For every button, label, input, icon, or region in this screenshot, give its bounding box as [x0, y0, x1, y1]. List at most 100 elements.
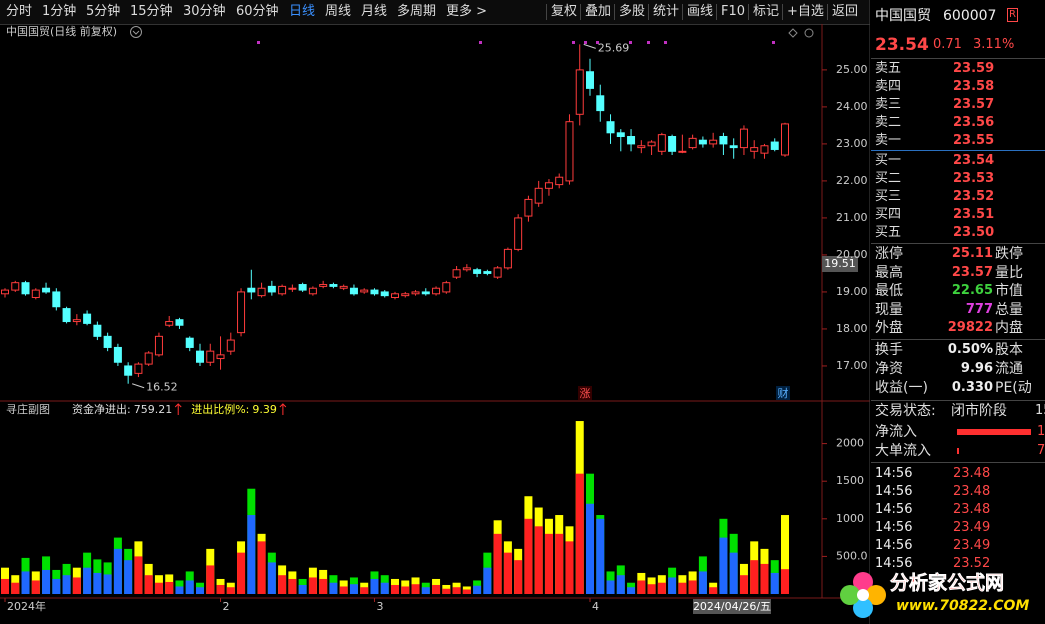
candle-body: [298, 284, 307, 291]
flow-bar: [11, 582, 20, 594]
flow-bar: [524, 518, 533, 594]
candle-body: [565, 121, 574, 182]
flow-bar: [750, 560, 759, 594]
tool-button[interactable]: 画线: [687, 4, 714, 19]
stat-label: PE(动: [995, 380, 1032, 396]
candle-body: [237, 291, 246, 334]
stat-label: 量比: [995, 264, 1023, 281]
change-percent: 3.11%: [973, 37, 1015, 52]
candle-body: [391, 293, 399, 298]
indicator-label: 进出比例%:: [191, 402, 249, 416]
period-tab[interactable]: 1分钟: [42, 4, 77, 19]
chart-title: 中国国贸(日线 前复权): [6, 24, 117, 38]
flow-bar: [83, 567, 92, 594]
tool-button[interactable]: 叠加: [585, 4, 612, 19]
period-tab[interactable]: 60分钟: [236, 4, 279, 19]
flow-bar: [432, 584, 441, 594]
candle-body: [380, 291, 389, 297]
change: 0.71: [933, 37, 962, 52]
candle-body: [493, 267, 502, 278]
book-label: 卖一: [875, 133, 902, 148]
annotation-arrow: [131, 383, 145, 389]
book-price: 23.55: [953, 133, 995, 148]
flow-bar: [616, 575, 625, 594]
candle-body: [503, 248, 512, 269]
candle-body: [760, 145, 769, 154]
tick-time: 14:56: [875, 556, 913, 571]
flow-bar: [729, 552, 738, 594]
separator: [871, 150, 1045, 151]
flow-bar: [586, 503, 594, 594]
watermark-name: 分析家公式网: [890, 572, 1005, 595]
period-tab[interactable]: 分时: [6, 4, 33, 19]
event-badge: [776, 386, 790, 400]
separator: [748, 4, 749, 20]
candle-body: [247, 287, 256, 293]
flow-bar: [770, 572, 779, 594]
period-tab[interactable]: 更多 >: [446, 4, 488, 19]
book-label: 买一: [875, 153, 902, 168]
flow-bar: [103, 574, 112, 594]
stat-label: 最低: [875, 283, 903, 300]
tool-button[interactable]: F10: [721, 4, 746, 19]
candle-body: [781, 123, 789, 156]
book-price: 23.53: [953, 171, 995, 186]
tool-button[interactable]: 统计: [653, 4, 680, 19]
separator: [614, 4, 615, 20]
tool-button[interactable]: 标记: [753, 4, 780, 19]
candle-body: [555, 176, 564, 186]
flow-bar: [93, 572, 102, 594]
candle-body: [288, 287, 297, 290]
period-tab[interactable]: 多周期: [397, 4, 437, 19]
period-tab[interactable]: 月线: [361, 4, 388, 19]
flow-bar: [647, 584, 656, 594]
period-tab[interactable]: 5分钟: [86, 4, 121, 19]
flow-bar: [637, 580, 646, 594]
tool-icon[interactable]: [788, 28, 798, 38]
flow-bar: [380, 582, 389, 594]
period-tab[interactable]: 日线: [289, 4, 316, 19]
flow-bar: [462, 589, 471, 594]
flow-bar: [421, 587, 430, 594]
flow-bar: [957, 448, 959, 454]
candle-body: [226, 339, 235, 352]
stat-label: 流通: [995, 361, 1023, 377]
candle-body: [165, 321, 174, 326]
tool-button[interactable]: 返回: [832, 4, 859, 19]
period-tab[interactable]: 周线: [325, 4, 352, 19]
tool-button[interactable]: 复权: [551, 4, 578, 19]
stock-name: 中国国贸: [875, 8, 931, 24]
watermark: 分析家公式网 www.70822.COM: [838, 566, 1045, 624]
separator: [871, 400, 1045, 401]
stat-value: 25.11: [951, 246, 993, 261]
separator: [871, 58, 1045, 59]
period-tab[interactable]: 30分钟: [183, 4, 226, 19]
y-tick-label: 1000: [836, 512, 864, 525]
flow-bar: [185, 580, 194, 594]
stat-value: 0.330: [951, 380, 993, 395]
menu-icon[interactable]: [130, 26, 142, 38]
flow-bar: [134, 556, 143, 594]
status-label: 交易状态:: [875, 403, 936, 419]
separator: [580, 4, 581, 20]
indicator-value: 759.21: [134, 403, 173, 416]
flow-bar: [113, 548, 122, 594]
candle-body: [185, 337, 194, 348]
stat-label: 涨停: [875, 246, 903, 262]
candle-body: [349, 287, 358, 295]
last-price: 23.54: [875, 35, 929, 55]
candle-body: [575, 69, 584, 115]
x-tick-label: 4: [592, 600, 599, 613]
tool-button[interactable]: +自选: [787, 4, 824, 19]
book-label: 卖四: [875, 79, 902, 94]
candle-body: [616, 132, 625, 138]
y-tick-label: 21.00: [836, 211, 868, 224]
period-tab[interactable]: 15分钟: [130, 4, 173, 19]
tool-icon[interactable]: [804, 28, 814, 38]
flow-label: 净流入: [875, 424, 917, 440]
book-label: 买四: [875, 207, 902, 222]
candle-body: [319, 284, 328, 287]
x-tick-label: 2: [223, 600, 230, 613]
tool-button[interactable]: 多股: [619, 4, 646, 19]
